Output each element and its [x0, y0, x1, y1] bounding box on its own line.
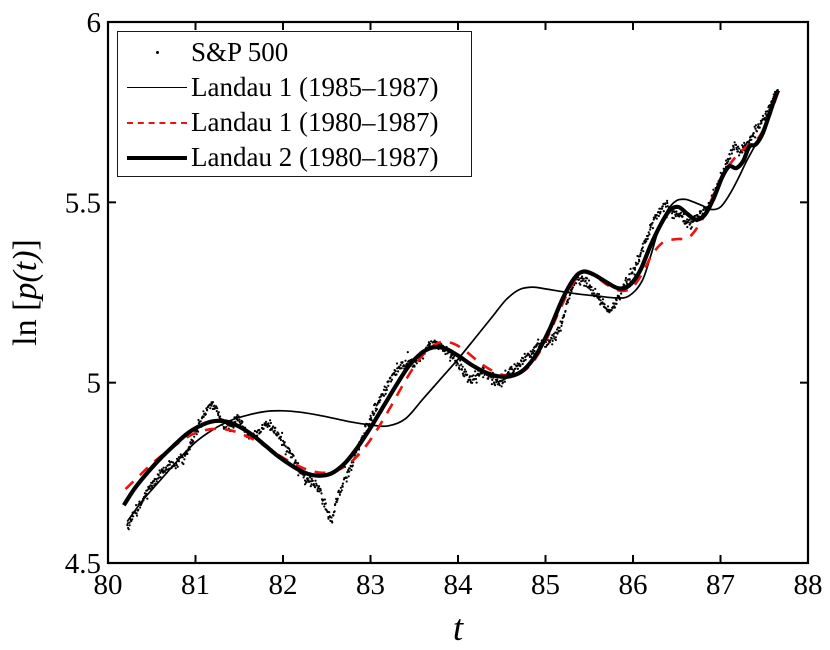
dot-marker-icon [127, 51, 187, 54]
legend-label-landau1-8087: Landau 1 (1980–1987) [191, 107, 439, 137]
series-landau-2-1980-1987- [122, 89, 781, 507]
svg-text:80: 80 [94, 569, 123, 601]
svg-text:84: 84 [444, 569, 474, 601]
svg-text:85: 85 [531, 569, 560, 601]
legend-item-landau1-8587: Landau 1 (1985–1987) [118, 70, 471, 105]
series-landau-1-1985-1987- [126, 93, 779, 523]
axis-ticks [107, 21, 809, 564]
thick-line-icon [127, 155, 187, 160]
x-axis-label: t [453, 608, 465, 649]
svg-text:5.5: 5.5 [65, 187, 101, 219]
legend-label-landau2-8087: Landau 2 (1980–1987) [191, 142, 439, 172]
y-axis-label: ln [p(t)] [7, 239, 44, 346]
svg-text:5: 5 [87, 368, 102, 400]
x-axis-tick-labels: 80 81 82 83 84 85 86 87 88 [94, 569, 823, 601]
legend-item-landau1-8087: Landau 1 (1980–1987) [118, 105, 471, 140]
svg-text:83: 83 [356, 569, 385, 601]
svg-text:81: 81 [181, 569, 210, 601]
legend-item-landau2-8087: Landau 2 (1980–1987) [118, 140, 471, 175]
legend: S&P 500 Landau 1 (1985–1987) Landau 1 (1… [117, 31, 472, 177]
svg-text:4.5: 4.5 [65, 548, 101, 580]
legend-item-sp500: S&P 500 [118, 35, 471, 70]
svg-text:86: 86 [619, 569, 648, 601]
svg-text:88: 88 [794, 569, 823, 601]
dashed-sample [127, 121, 187, 124]
svg-text:87: 87 [706, 569, 735, 601]
svg-text:82: 82 [269, 569, 298, 601]
thin-line-icon [127, 87, 187, 88]
red-dashed-line-icon [127, 121, 187, 124]
svg-text:6: 6 [87, 7, 102, 39]
legend-label-sp500: S&P 500 [191, 37, 289, 67]
y-axis-tick-labels: 4.5 5 5.5 6 [65, 7, 101, 580]
legend-label-landau1-8587: Landau 1 (1985–1987) [191, 72, 439, 102]
